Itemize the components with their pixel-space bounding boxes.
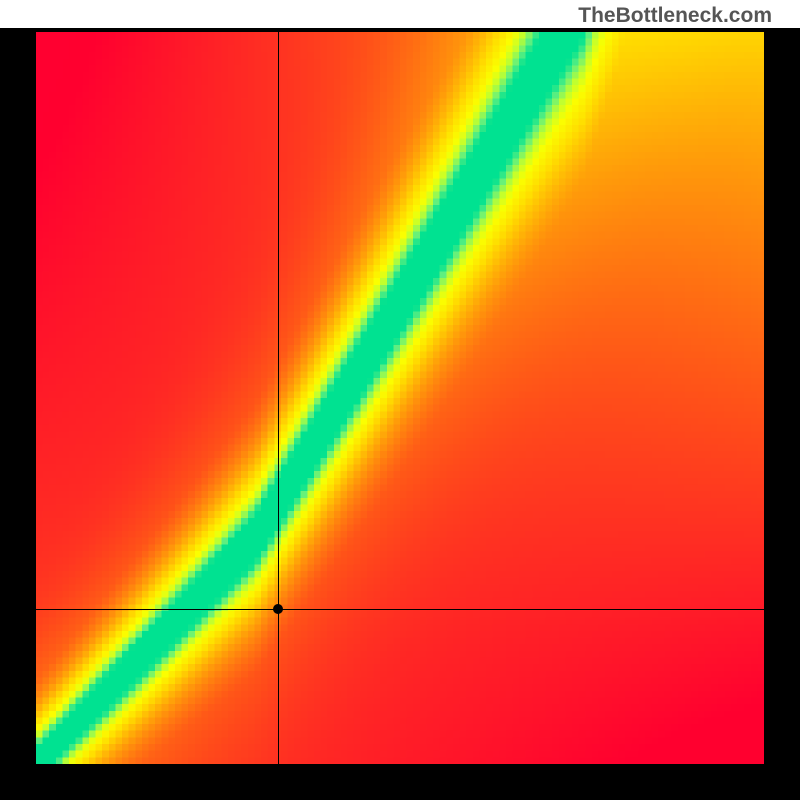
crosshair-vertical [278, 32, 279, 764]
heatmap-canvas [36, 32, 764, 764]
watermark-text: TheBottleneck.com [578, 4, 772, 28]
border-bottom [0, 764, 800, 800]
crosshair-marker [272, 603, 284, 615]
border-top [0, 28, 800, 32]
crosshair-horizontal [36, 609, 764, 610]
border-right [764, 32, 800, 764]
chart-container: TheBottleneck.com [0, 0, 800, 800]
border-left [0, 32, 36, 764]
